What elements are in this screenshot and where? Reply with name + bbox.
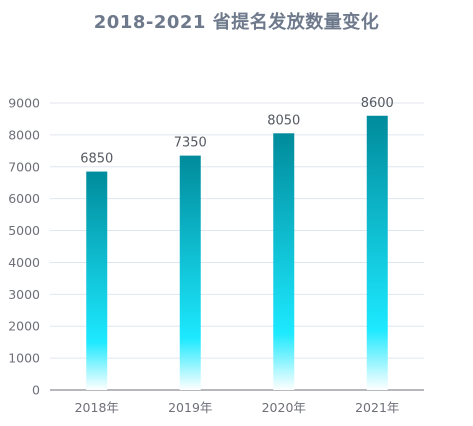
- bar[interactable]: [179, 155, 201, 390]
- bar[interactable]: [366, 115, 388, 390]
- data-label: 6850: [80, 152, 113, 167]
- y-tick-label: 1000: [8, 351, 40, 366]
- y-tick-label: 5000: [8, 223, 40, 238]
- x-tick-label: 2018年: [75, 400, 119, 415]
- y-tick-label: 8000: [8, 127, 40, 142]
- bar[interactable]: [86, 171, 108, 390]
- x-tick-label: 2021年: [355, 400, 399, 415]
- data-label: 8050: [267, 113, 300, 128]
- x-tick-label: 2020年: [262, 400, 306, 415]
- data-label: 7350: [174, 136, 207, 151]
- y-tick-label: 0: [32, 383, 40, 398]
- y-tick-label: 4000: [8, 255, 40, 270]
- chart-title: 2018-2021 省提名发放数量变化: [93, 12, 380, 33]
- y-tick-label: 7000: [8, 159, 40, 174]
- y-tick-label: 2000: [8, 319, 40, 334]
- x-tick-label: 2019年: [168, 400, 212, 415]
- bar[interactable]: [273, 133, 295, 391]
- y-tick-label: 9000: [8, 96, 40, 111]
- y-tick-label: 6000: [8, 191, 40, 206]
- y-tick-label: 3000: [8, 287, 40, 302]
- data-label: 8600: [361, 96, 394, 111]
